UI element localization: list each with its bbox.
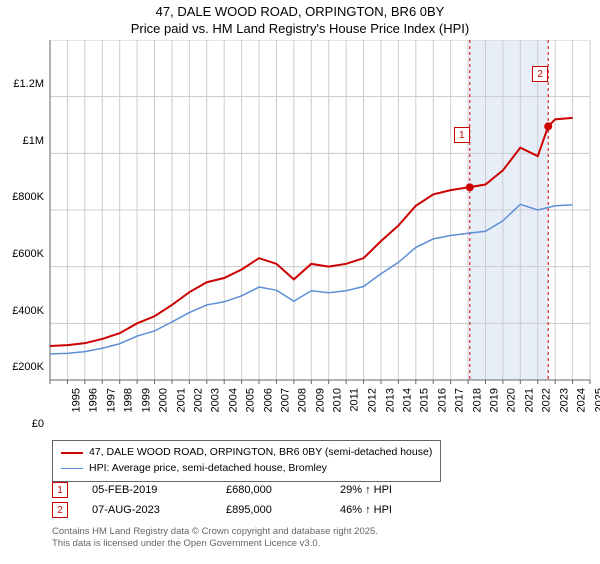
x-tick-label: 2011: [348, 388, 360, 412]
y-tick-label: £1M: [4, 135, 44, 147]
x-tick-label: 1998: [123, 388, 135, 412]
x-tick-label: 2024: [576, 388, 588, 412]
footer-line1: Contains HM Land Registry data © Crown c…: [52, 526, 378, 538]
x-tick-label: 2015: [419, 388, 431, 412]
x-tick-label: 2010: [332, 388, 344, 412]
chart-container: 47, DALE WOOD ROAD, ORPINGTON, BR6 0BY P…: [0, 4, 600, 564]
sales-marker-box: 2: [52, 502, 68, 518]
x-tick-label: 2005: [245, 388, 257, 412]
x-tick-label: 2022: [541, 388, 553, 412]
sales-row: 1 05-FEB-2019 £680,000 29% ↑ HPI: [52, 482, 460, 498]
x-tick-label: 2014: [401, 388, 413, 412]
x-tick-label: 2017: [454, 388, 466, 412]
legend-item: HPI: Average price, semi-detached house,…: [61, 461, 432, 477]
chart-title-line2: Price paid vs. HM Land Registry's House …: [0, 21, 600, 36]
sales-table: 1 05-FEB-2019 £680,000 29% ↑ HPI 2 07-AUG-202…: [52, 482, 460, 522]
sale-marker-2: 2: [532, 66, 548, 82]
y-tick-label: £0: [4, 418, 44, 430]
footer-line2: This data is licensed under the Open Gov…: [52, 538, 378, 550]
x-tick-label: 2012: [367, 388, 379, 412]
x-tick-label: 2016: [436, 388, 448, 412]
legend: 47, DALE WOOD ROAD, ORPINGTON, BR6 0BY (…: [52, 440, 441, 482]
x-tick-label: 2020: [506, 388, 518, 412]
x-tick-label: 2002: [192, 388, 204, 412]
chart-title-line1: 47, DALE WOOD ROAD, ORPINGTON, BR6 0BY: [0, 4, 600, 21]
x-tick-label: 1997: [105, 388, 117, 412]
x-tick-label: 2001: [175, 388, 187, 412]
x-tick-label: 2009: [314, 388, 326, 412]
sale-marker-1: 1: [454, 127, 470, 143]
sales-pct-vs-hpi: 46% ↑ HPI: [340, 504, 460, 516]
y-tick-label: £400K: [4, 305, 44, 317]
footer-attribution: Contains HM Land Registry data © Crown c…: [52, 526, 378, 551]
legend-label: HPI: Average price, semi-detached house,…: [89, 461, 327, 477]
sales-price: £680,000: [226, 484, 316, 496]
sales-row: 2 07-AUG-2023 £895,000 46% ↑ HPI: [52, 502, 460, 518]
y-tick-label: £800K: [4, 191, 44, 203]
chart-plot-area: £0£200K£400K£600K£800K£1M£1.2M1995199619…: [0, 40, 600, 400]
sales-marker-box: 1: [52, 482, 68, 498]
legend-swatch: [61, 452, 83, 454]
x-tick-label: 2021: [523, 388, 535, 412]
x-tick-label: 1995: [70, 388, 82, 412]
legend-label: 47, DALE WOOD ROAD, ORPINGTON, BR6 0BY (…: [89, 445, 432, 461]
x-tick-label: 2004: [227, 388, 239, 412]
sales-price: £895,000: [226, 504, 316, 516]
x-tick-label: 1996: [88, 388, 100, 412]
chart-svg: [0, 40, 600, 400]
y-tick-label: £600K: [4, 248, 44, 260]
sales-date: 07-AUG-2023: [92, 504, 202, 516]
x-tick-label: 2018: [471, 388, 483, 412]
x-tick-label: 2013: [384, 388, 396, 412]
sales-pct-vs-hpi: 29% ↑ HPI: [340, 484, 460, 496]
y-tick-label: £1.2M: [4, 78, 44, 90]
x-tick-label: 2025: [593, 388, 600, 412]
x-tick-label: 2019: [489, 388, 501, 412]
legend-item: 47, DALE WOOD ROAD, ORPINGTON, BR6 0BY (…: [61, 445, 432, 461]
x-tick-label: 2007: [280, 388, 292, 412]
sales-date: 05-FEB-2019: [92, 484, 202, 496]
x-tick-label: 1999: [140, 388, 152, 412]
legend-swatch: [61, 468, 83, 469]
x-tick-label: 2006: [262, 388, 274, 412]
x-tick-label: 2003: [210, 388, 222, 412]
x-tick-label: 2008: [297, 388, 309, 412]
y-tick-label: £200K: [4, 361, 44, 373]
x-tick-label: 2023: [558, 388, 570, 412]
x-tick-label: 2000: [158, 388, 170, 412]
